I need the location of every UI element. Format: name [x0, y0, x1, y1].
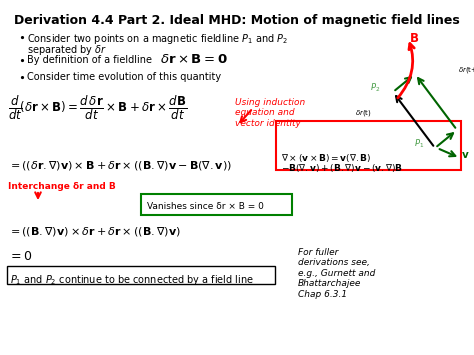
Text: By definition of a fieldline: By definition of a fieldline [27, 55, 152, 65]
Text: $\bullet$: $\bullet$ [18, 55, 25, 65]
Text: $=\left((\delta\mathbf{r}.\nabla)\mathbf{v}\right)\times\mathbf{B}+\delta\mathbf: $=\left((\delta\mathbf{r}.\nabla)\mathbf… [8, 158, 232, 171]
Text: Interchange δr and B: Interchange δr and B [8, 182, 116, 191]
Text: $P_1$ and $P_2$ continue to be connected by a field line: $P_1$ and $P_2$ continue to be connected… [10, 273, 254, 287]
FancyBboxPatch shape [142, 193, 292, 214]
Text: $-\mathbf{B}(\nabla.\mathbf{v})+(\mathbf{B}.\nabla)\mathbf{v}-(\mathbf{v}.\nabla: $-\mathbf{B}(\nabla.\mathbf{v})+(\mathbf… [281, 162, 403, 174]
FancyBboxPatch shape [276, 120, 462, 169]
Text: $\delta r$(t): $\delta r$(t) [355, 108, 372, 118]
Bar [7, 266, 275, 284]
Text: $P_1$: $P_1$ [414, 138, 424, 151]
Text: $\bullet$: $\bullet$ [18, 72, 25, 82]
Text: $=\left((\mathbf{B}.\nabla)\mathbf{v}\right)\times\delta\mathbf{r}+\delta\mathbf: $=\left((\mathbf{B}.\nabla)\mathbf{v}\ri… [8, 225, 181, 239]
Text: $\mathbf{v}$: $\mathbf{v}$ [461, 150, 470, 160]
Text: separated by $\delta r$: separated by $\delta r$ [27, 43, 107, 57]
Text: $=0$: $=0$ [8, 250, 33, 262]
Text: Derivation 4.4 Part 2. Ideal MHD: Motion of magnetic field lines: Derivation 4.4 Part 2. Ideal MHD: Motion… [14, 14, 460, 27]
Text: $\bullet$: $\bullet$ [18, 32, 25, 42]
Text: $\dfrac{d}{dt}\!\left(\delta\mathbf{r}\times\mathbf{B}\right)=\dfrac{d\,\delta\m: $\dfrac{d}{dt}\!\left(\delta\mathbf{r}\t… [8, 94, 187, 122]
Text: Vanishes since δr × B = 0: Vanishes since δr × B = 0 [147, 202, 264, 211]
Text: For fuller
derivations see,
e.g., Gurnett and
Bhattarchajee
Chap 6.3.1: For fuller derivations see, e.g., Gurnet… [298, 248, 375, 299]
Text: B: B [410, 32, 419, 45]
Text: $\delta\mathbf{r}\times\mathbf{B}=\mathbf{0}$: $\delta\mathbf{r}\times\mathbf{B}=\mathb… [160, 53, 228, 66]
Text: Using induction
equation and
vector identity: Using induction equation and vector iden… [235, 98, 305, 128]
Text: $\delta r$(t+dt): $\delta r$(t+dt) [458, 65, 474, 75]
Text: Consider two points on a magnetic fieldline $P_1$ and $P_2$: Consider two points on a magnetic fieldl… [27, 32, 288, 46]
Text: $\nabla\times(\mathbf{v}\times\mathbf{B})=\mathbf{v}(\nabla.\mathbf{B})$: $\nabla\times(\mathbf{v}\times\mathbf{B}… [281, 152, 372, 164]
Text: $P_2$: $P_2$ [370, 82, 380, 94]
Text: Consider time evolution of this quantity: Consider time evolution of this quantity [27, 72, 221, 82]
